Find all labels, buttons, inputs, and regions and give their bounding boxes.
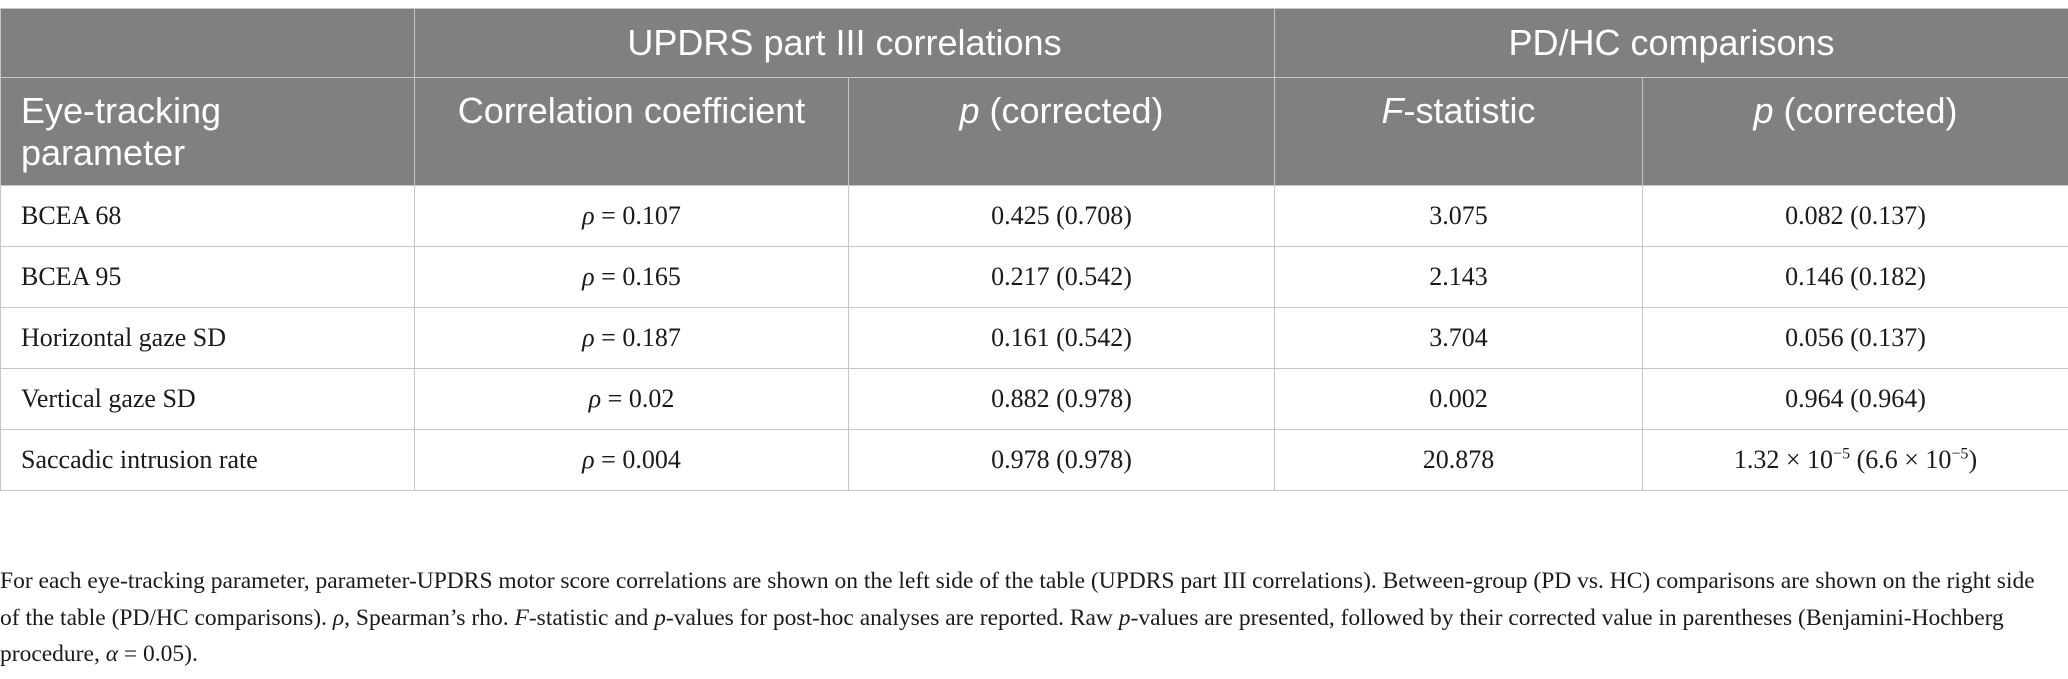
rho-symbol: ρ	[588, 384, 602, 413]
p-corrected-exponent: −5	[1951, 445, 1969, 463]
f-stat-cell: 2.143	[1274, 246, 1643, 308]
results-table: UPDRS part III correlations PD/HC compar…	[0, 8, 2068, 491]
rho-value: = 0.02	[601, 384, 675, 413]
f-statistic-label: -statistic	[1403, 90, 1536, 131]
parameter-cell: Saccadic intrusion rate	[0, 429, 415, 491]
rho-value: = 0.004	[594, 445, 681, 474]
f-symbol: F	[1381, 90, 1404, 131]
f-stat-cell: 0.002	[1274, 368, 1643, 430]
f-symbol: F	[514, 604, 529, 631]
p-updrs-cell: 0.161 (0.542)	[848, 307, 1275, 369]
rho-symbol: ρ	[582, 323, 595, 352]
rho-symbol: ρ	[582, 445, 595, 474]
parameter-cell: BCEA 95	[0, 246, 415, 308]
f-stat-cell: 3.075	[1274, 185, 1643, 247]
p-corrected-mantissa: (6.6 × 10	[1850, 445, 1952, 474]
table-row: BCEA 95 ρ = 0.165 0.217 (0.542) 2.143 0.…	[0, 246, 2068, 308]
f-stat-cell: 20.878	[1274, 429, 1643, 491]
column-header-f-statistic: F-statistic	[1274, 77, 1643, 186]
p-updrs-cell: 0.425 (0.708)	[848, 185, 1275, 247]
p-symbol: p	[1118, 604, 1131, 631]
group-header-updrs: UPDRS part III correlations	[414, 8, 1275, 78]
p-updrs-cell: 0.978 (0.978)	[848, 429, 1275, 491]
rho-symbol: ρ	[332, 604, 345, 631]
rho-value: = 0.165	[594, 262, 681, 291]
column-header-correlation-coefficient: Correlation coefficient	[414, 77, 849, 186]
rho-symbol: ρ	[582, 201, 595, 230]
p-symbol: p	[959, 90, 980, 131]
table-row: Horizontal gaze SD ρ = 0.187 0.161 (0.54…	[0, 307, 2068, 369]
column-header-parameter: Eye-tracking parameter	[0, 77, 415, 186]
parameter-cell: BCEA 68	[0, 185, 415, 247]
footnote-text: , Spearman’s rho.	[344, 604, 515, 631]
rho-symbol: ρ	[582, 262, 595, 291]
rho-cell: ρ = 0.02	[414, 368, 849, 430]
p-raw-mantissa: 1.32 × 10	[1733, 445, 1834, 474]
p-updrs-cell: 0.882 (0.978)	[848, 368, 1275, 430]
p-raw-exponent: −5	[1833, 445, 1851, 463]
p-corrected-label: (corrected)	[1773, 90, 1958, 131]
table-row: Vertical gaze SD ρ = 0.02 0.882 (0.978) …	[0, 368, 2068, 430]
column-header-p-corrected-updrs: p (corrected)	[848, 77, 1275, 186]
group-header-pdhc: PD/HC comparisons	[1274, 8, 2068, 78]
rho-value: = 0.107	[594, 201, 681, 230]
column-header-p-corrected-pdhc: p (corrected)	[1642, 77, 2068, 186]
group-header-row: UPDRS part III correlations PD/HC compar…	[0, 8, 2068, 78]
rho-cell: ρ = 0.165	[414, 246, 849, 308]
parameter-cell: Vertical gaze SD	[0, 368, 415, 430]
footnote-text: -values for post-hoc analyses are report…	[665, 604, 1119, 631]
footnote-text: For each eye-tracking parameter, paramet…	[0, 568, 2035, 631]
alpha-symbol: α	[105, 641, 119, 667]
rho-cell: ρ = 0.187	[414, 307, 849, 369]
p-updrs-cell: 0.217 (0.542)	[848, 246, 1275, 308]
p-symbol: p	[654, 604, 666, 631]
table-row: BCEA 68 ρ = 0.107 0.425 (0.708) 3.075 0.…	[0, 185, 2068, 247]
p-pdhc-cell: 0.146 (0.182)	[1642, 246, 2068, 308]
p-pdhc-cell: 0.964 (0.964)	[1642, 368, 2068, 430]
p-symbol: p	[1753, 90, 1774, 131]
p-corrected-close: )	[1968, 445, 1978, 474]
footnote-text: = 0.05).	[118, 641, 198, 667]
rho-value: = 0.187	[594, 323, 681, 352]
p-corrected-label: (corrected)	[979, 90, 1164, 131]
footnote-text: -statistic and	[528, 604, 655, 631]
table-footnote: For each eye-tracking parameter, paramet…	[0, 563, 2060, 673]
group-header-empty	[0, 8, 415, 78]
rho-cell: ρ = 0.004	[414, 429, 849, 491]
p-pdhc-cell: 0.056 (0.137)	[1642, 307, 2068, 369]
table-row: Saccadic intrusion rate ρ = 0.004 0.978 …	[0, 429, 2068, 491]
p-pdhc-cell: 0.082 (0.137)	[1642, 185, 2068, 247]
footnote-text: -values are presented, followed by their…	[0, 604, 2004, 668]
column-header-row: Eye-tracking parameter Correlation coeff…	[0, 77, 2068, 186]
parameter-cell: Horizontal gaze SD	[0, 307, 415, 369]
rho-cell: ρ = 0.107	[414, 185, 849, 247]
f-stat-cell: 3.704	[1274, 307, 1643, 369]
p-pdhc-cell: 1.32 × 10−5 (6.6 × 10−5)	[1642, 429, 2068, 491]
